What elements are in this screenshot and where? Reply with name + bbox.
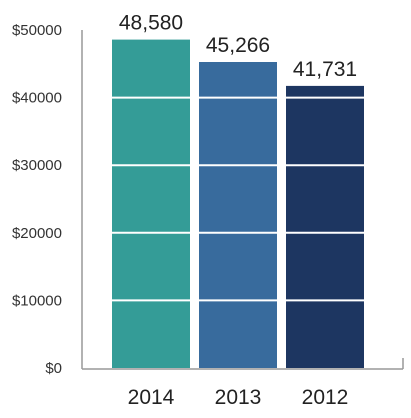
data-labels-group: 48,580 45,266 41,731 bbox=[119, 12, 357, 81]
data-label-2014: 48,580 bbox=[119, 12, 183, 35]
x-tick-label-2012: 2012 bbox=[302, 386, 349, 409]
bar-2013 bbox=[199, 62, 277, 369]
y-tick-label-30000: $30000 bbox=[12, 157, 62, 174]
x-tick-labels-group: 2014 2013 2012 bbox=[128, 386, 349, 409]
y-tick-label-20000: $20000 bbox=[12, 225, 62, 242]
y-tick-labels-group: $0 $10000 $20000 $30000 $40000 $50000 bbox=[12, 22, 62, 377]
data-label-2012: 41,731 bbox=[293, 58, 357, 81]
data-label-2013: 45,266 bbox=[206, 34, 270, 57]
gridlines-group bbox=[82, 29, 403, 302]
x-tick-label-2013: 2013 bbox=[215, 386, 262, 409]
axes-group bbox=[81, 30, 404, 370]
y-tick-label-10000: $10000 bbox=[12, 292, 62, 309]
y-tick-label-0: $0 bbox=[45, 360, 62, 377]
bar-2014 bbox=[112, 39, 190, 368]
x-tick-label-2014: 2014 bbox=[128, 386, 175, 409]
bar-2012 bbox=[286, 85, 364, 368]
y-tick-label-50000: $50000 bbox=[12, 22, 62, 39]
y-tick-label-40000: $40000 bbox=[12, 90, 62, 107]
bars-group bbox=[112, 39, 364, 369]
